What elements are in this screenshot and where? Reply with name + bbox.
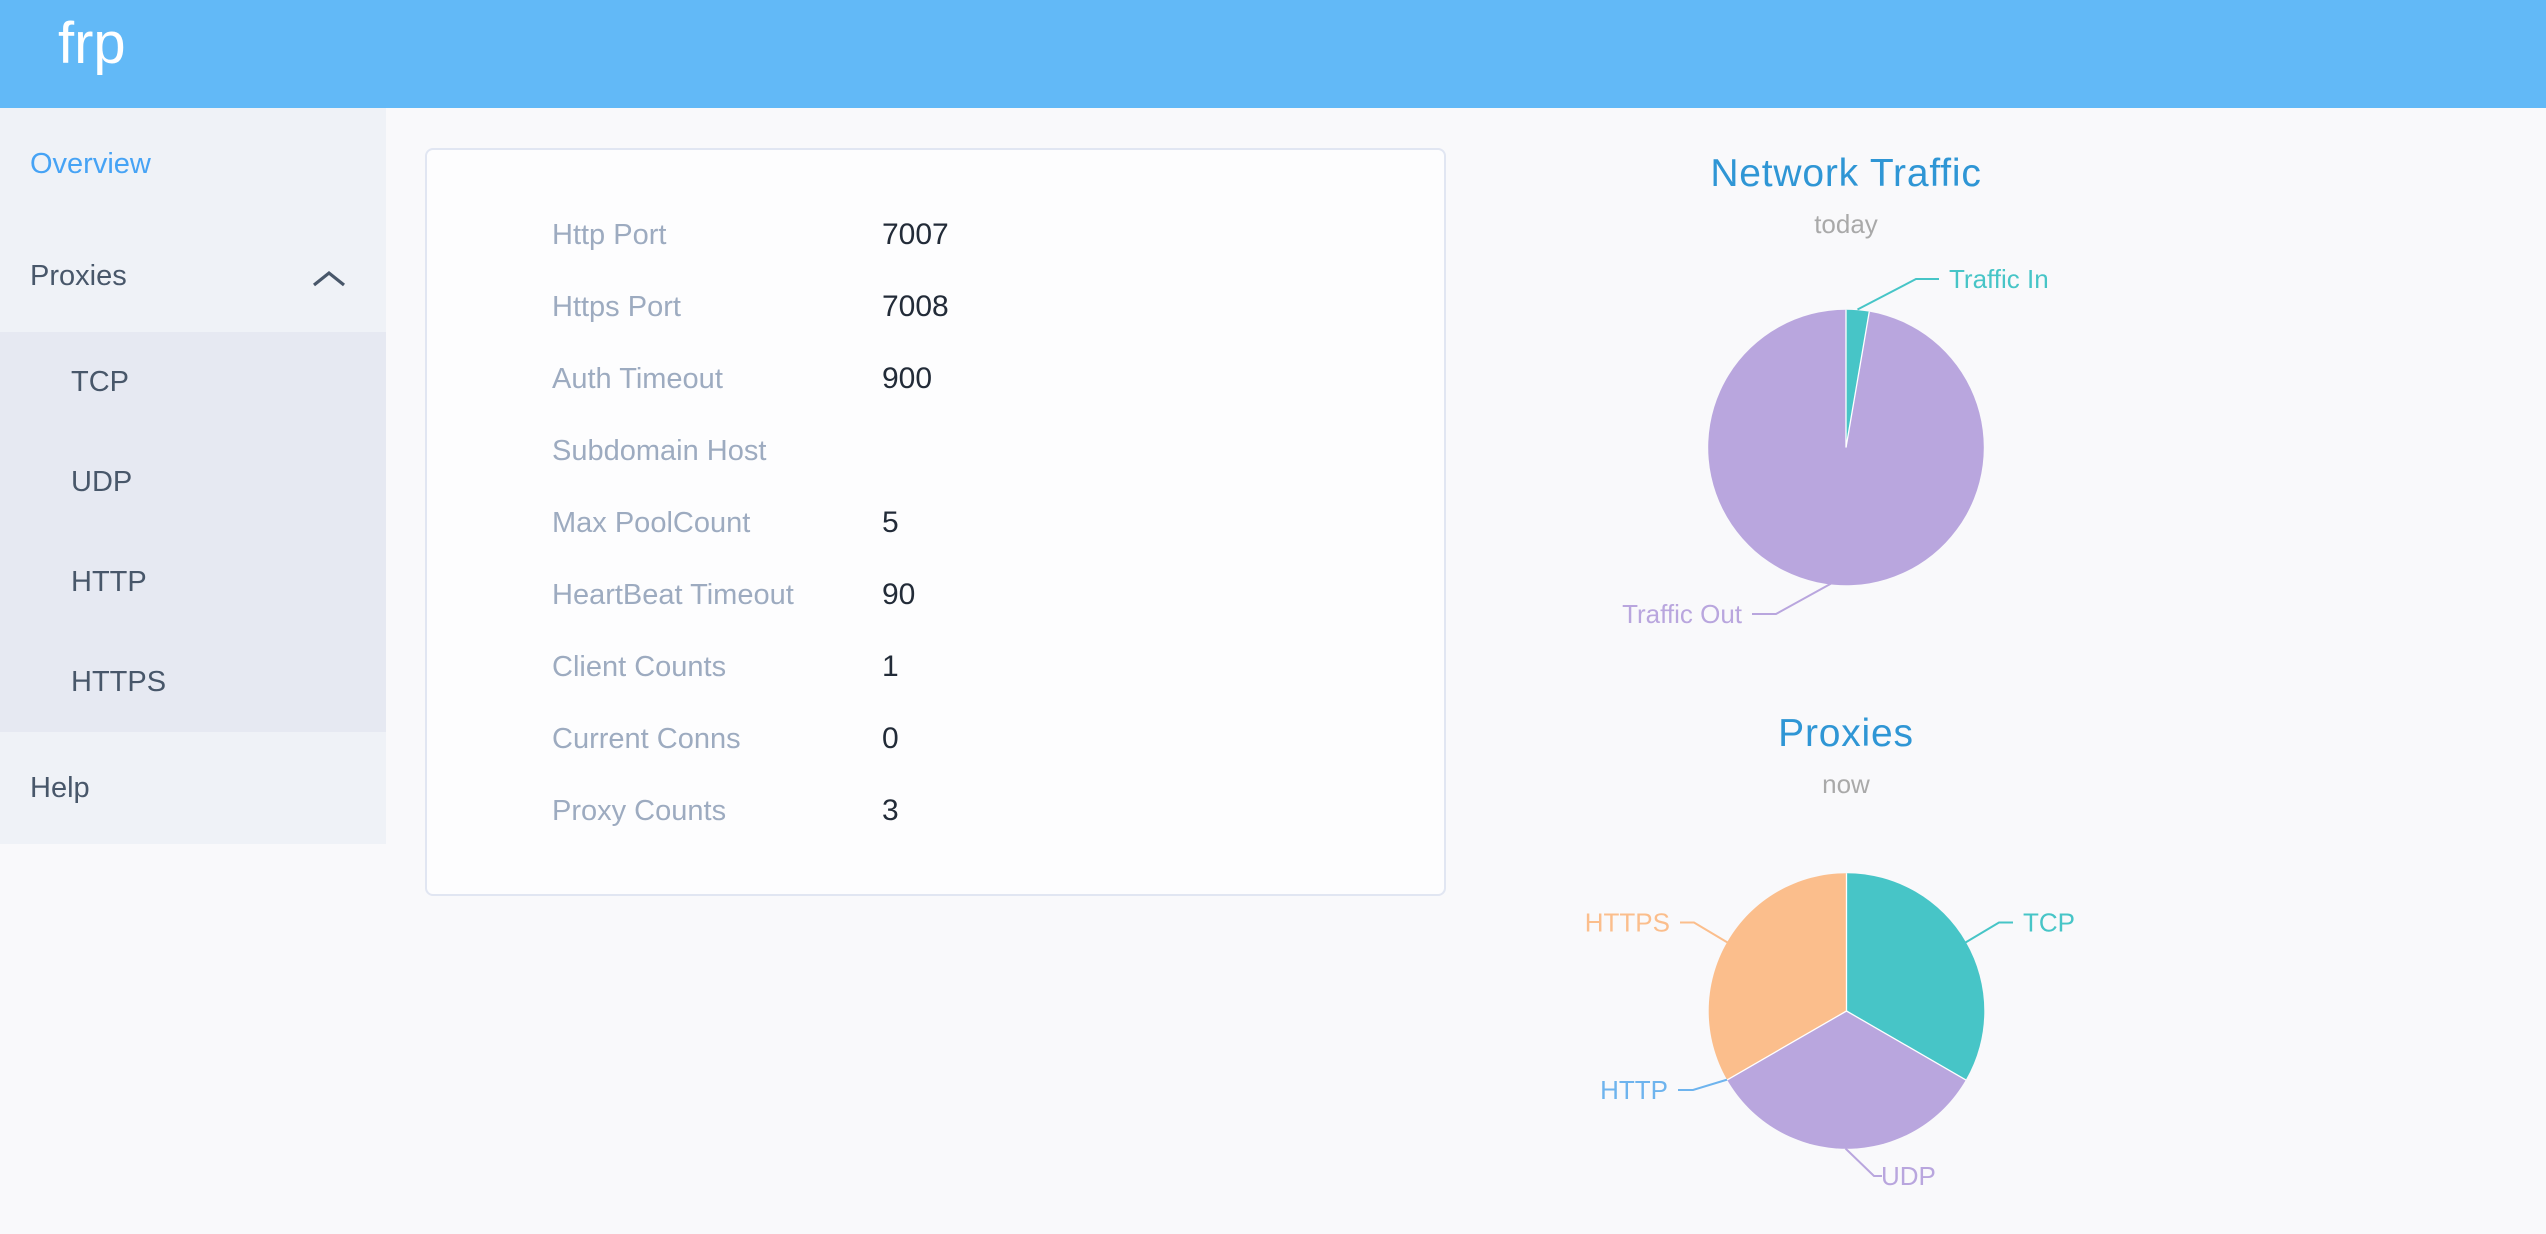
info-label: Subdomain Host (552, 435, 767, 467)
sidebar-menu: Overview Proxies TCP UDP HTTP HTTPS Help (0, 108, 386, 844)
info-label: HeartBeat Timeout (552, 579, 794, 611)
sidebar-item-https-label: HTTPS (71, 666, 167, 698)
info-row: HeartBeat Timeout 90 (427, 559, 1444, 631)
sidebar-item-help-label: Help (30, 772, 90, 804)
info-label: Max PoolCount (552, 507, 751, 539)
pie-slice-separator (1726, 1010, 1847, 1081)
info-row: Auth Timeout 900 (427, 343, 1444, 415)
proxies-subtitle: now (1822, 769, 1870, 799)
pie-label-https: HTTPS (1585, 908, 1670, 938)
network-traffic-chart: Network Traffic today Traffic In Traffic … (1446, 145, 2246, 665)
proxies-pie: TCP UDP HTTP HTTPS (1585, 873, 2075, 1191)
info-value: 7007 (882, 218, 949, 251)
sidebar-item-udp[interactable]: UDP (0, 432, 386, 532)
pie-label-traffic-in: Traffic In (1949, 264, 2049, 294)
sidebar-item-proxies-label: Proxies (30, 260, 127, 292)
info-label: Https Port (552, 291, 681, 323)
app-header: frp (0, 0, 2546, 108)
pie-label-tcp: TCP (2023, 908, 2075, 938)
sidebar-item-overview[interactable]: Overview (0, 108, 386, 220)
info-row: Http Port 7007 (427, 199, 1444, 271)
chevron-up-icon (313, 270, 345, 287)
pie-slice-separator (1846, 1010, 1967, 1081)
sidebar-item-help[interactable]: Help (0, 732, 386, 844)
proxies-title: Proxies (1778, 712, 1914, 755)
pie-label-line-https (1680, 921, 1729, 944)
pie-label-line-tcp (1964, 921, 2013, 944)
info-row: Max PoolCount 5 (427, 487, 1444, 559)
pie-label-line-udp (1844, 1147, 1882, 1177)
info-row: Subdomain Host (427, 415, 1444, 487)
info-value: 90 (882, 578, 916, 611)
info-row: Proxy Counts 3 (427, 775, 1444, 847)
sidebar-item-overview-label: Overview (30, 148, 151, 180)
pie-label-line-traffic-out (1752, 581, 1834, 615)
info-label: Http Port (552, 219, 667, 251)
pie-label-udp: UDP (1881, 1161, 1936, 1191)
pie-label-traffic-out: Traffic Out (1622, 599, 1743, 629)
sidebar-item-https[interactable]: HTTPS (0, 632, 386, 732)
pie-label-line-traffic-in (1857, 278, 1939, 311)
sidebar-item-http[interactable]: HTTP (0, 532, 386, 632)
server-info-rows: Http Port 7007 Https Port 7008 Auth Time… (427, 199, 1444, 847)
network-traffic-pie: Traffic In Traffic Out (1622, 264, 2049, 629)
sidebar-item-tcp[interactable]: TCP (0, 332, 386, 432)
info-value: 900 (882, 362, 933, 395)
pie-slice-https (1708, 873, 1847, 1080)
info-label: Client Counts (552, 651, 727, 683)
info-row: Https Port 7008 (427, 271, 1444, 343)
sidebar-item-proxies[interactable]: Proxies (0, 220, 386, 332)
pie-slice-tcp (1846, 873, 1985, 1080)
sidebar-item-udp-label: UDP (71, 466, 133, 498)
chevron-up-shape (313, 270, 345, 287)
info-label: Current Conns (552, 723, 741, 755)
app-logo: frp (58, 11, 126, 76)
pie-label-http: HTTP (1600, 1075, 1668, 1105)
sidebar-item-tcp-label: TCP (71, 366, 129, 398)
info-label: Proxy Counts (552, 795, 727, 827)
info-value: 7008 (882, 290, 949, 323)
sidebar-item-http-label: HTTP (71, 566, 147, 598)
info-value: 3 (882, 794, 899, 827)
server-info-card: Http Port 7007 Https Port 7008 Auth Time… (425, 148, 1446, 896)
network-traffic-title: Network Traffic (1710, 152, 1982, 195)
info-row: Client Counts 1 (427, 631, 1444, 703)
pie-label-line-http (1678, 1078, 1728, 1091)
network-traffic-subtitle: today (1814, 209, 1878, 239)
pie-slice-separator (1845, 311, 1870, 448)
proxies-chart: Proxies now TCP UDP HTTP HTTPS (1446, 705, 2246, 1225)
info-value: 1 (882, 650, 899, 683)
info-row: Current Conns 0 (427, 703, 1444, 775)
info-label: Auth Timeout (552, 363, 723, 395)
info-value: 5 (882, 506, 899, 539)
info-value: 0 (882, 722, 899, 755)
sidebar-submenu-proxies: TCP UDP HTTP HTTPS (0, 332, 386, 732)
